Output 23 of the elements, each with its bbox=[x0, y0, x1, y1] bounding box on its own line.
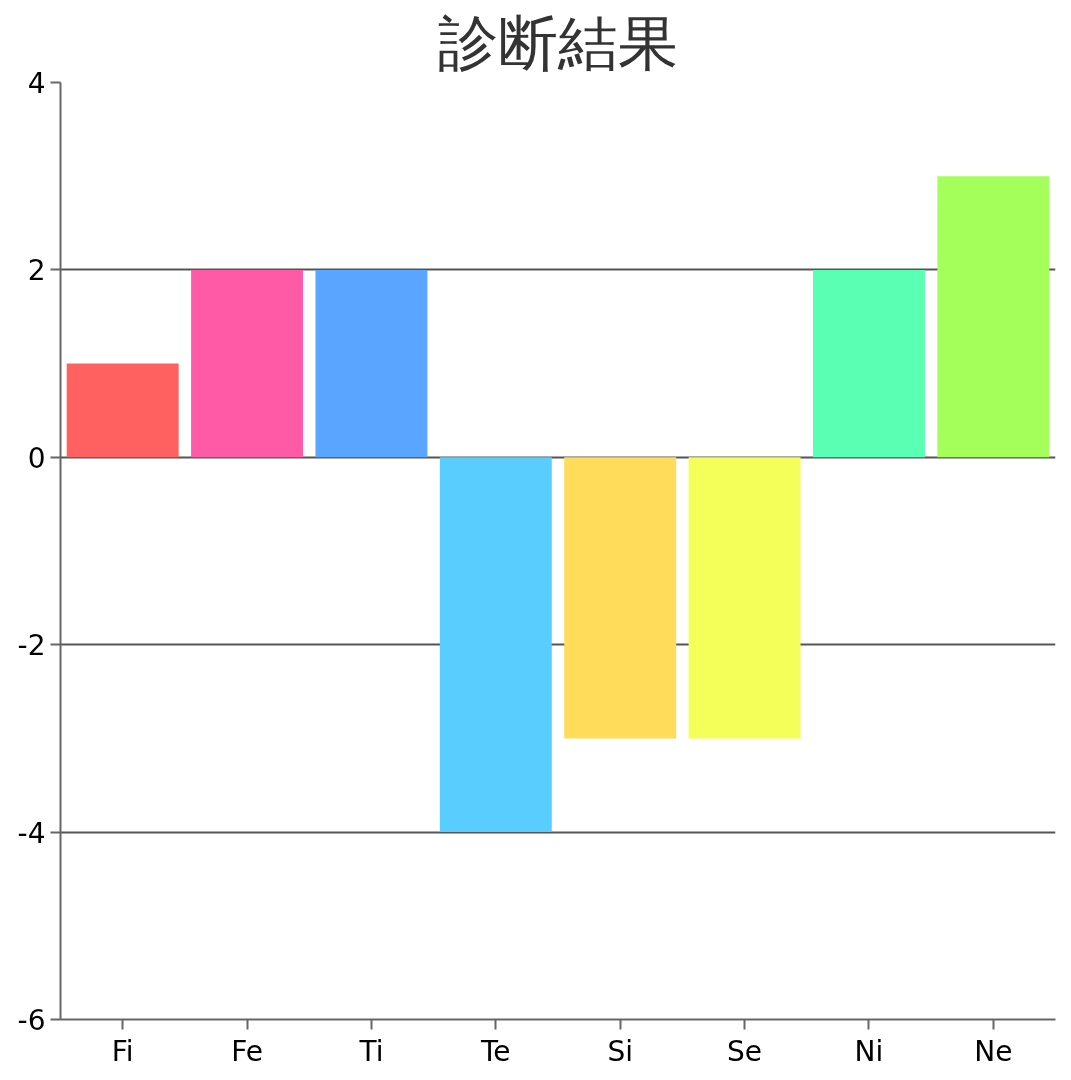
x-tick-label: Ne bbox=[974, 1034, 1013, 1068]
x-tick-label: Se bbox=[727, 1034, 763, 1068]
bar bbox=[66, 363, 179, 458]
x-tick-label: Fe bbox=[231, 1034, 263, 1068]
y-tick-label: 4 bbox=[27, 67, 46, 100]
y-tick-label: -2 bbox=[17, 629, 46, 663]
bar bbox=[812, 269, 925, 458]
x-tick-label: Ni bbox=[854, 1034, 884, 1068]
bar bbox=[191, 269, 304, 458]
y-tick-label: 0 bbox=[27, 441, 46, 475]
x-tick-label: Te bbox=[480, 1034, 511, 1068]
y-tick-label: 2 bbox=[27, 254, 46, 288]
x-tick-label: Si bbox=[607, 1034, 633, 1068]
bar bbox=[439, 457, 552, 833]
chart-title: 診断結果 bbox=[438, 7, 678, 78]
y-tick-label: -4 bbox=[17, 816, 46, 850]
x-tick-label: Fi bbox=[111, 1034, 134, 1068]
bar bbox=[937, 176, 1050, 458]
bar bbox=[688, 457, 801, 739]
bar bbox=[315, 269, 428, 458]
bar bbox=[564, 457, 677, 739]
y-tick-label: -6 bbox=[17, 1004, 46, 1037]
x-tick-label: Ti bbox=[358, 1034, 384, 1068]
